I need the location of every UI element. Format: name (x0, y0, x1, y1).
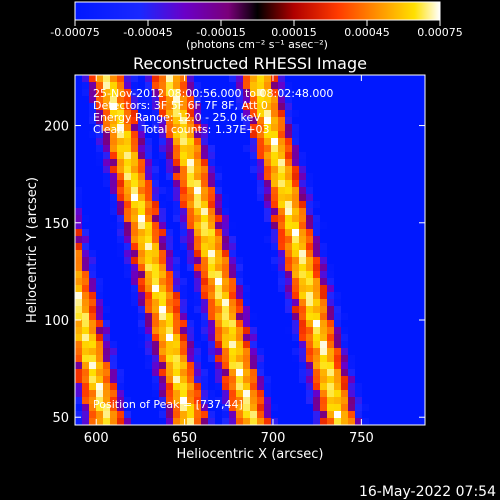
y-tick-label: 150 (44, 217, 69, 232)
footer-timestamp: 16-May-2022 07:54 (359, 484, 496, 500)
peak-position-text: Position of Peak = [737,44] (93, 398, 243, 411)
colorbar-units: (photons cm⁻² s⁻¹ asec⁻²) (186, 38, 328, 51)
chart-title: Reconstructed RHESSI Image (133, 54, 367, 73)
y-tick-label: 200 (44, 120, 69, 135)
plot-frame (74, 74, 426, 426)
colorbar-tick-label: 0.00015 (271, 26, 317, 39)
y-tick-label: 50 (52, 411, 69, 426)
x-axis-label: Heliocentric X (arcsec) (177, 447, 324, 462)
colorbar-tick-label: 0.00075 (417, 26, 463, 39)
x-tick-label: 750 (349, 431, 374, 446)
axis-ticks: 600 650 700 750 50 100 150 200 (44, 75, 425, 446)
colorbar (74, 1, 441, 21)
energy-range-text: Energy Range: 12.0 - 25.0 keV (93, 111, 261, 124)
y-tick-label: 100 (44, 314, 69, 329)
colorbar-tick-label: -0.00075 (50, 26, 99, 39)
colorbar-tick-label: 0.00045 (344, 26, 390, 39)
y-axis-label: Heliocentric Y (arcsec) (25, 177, 40, 323)
heatmap-image (75, 75, 425, 425)
colorbar-ticks: -0.00075 -0.00045 -0.00015 0.00015 0.00045 0.… (50, 20, 463, 39)
clean-counts-text: Clean Total counts: 1.37E+03 (93, 123, 270, 136)
colorbar-tick-label: -0.00045 (123, 26, 172, 39)
x-tick-label: 650 (172, 431, 197, 446)
x-tick-label: 600 (84, 431, 109, 446)
colorbar-tick-label: -0.00015 (196, 26, 245, 39)
x-tick-label: 700 (261, 431, 286, 446)
detectors-text: Detectors: 3F 5F 6F 7F 8F, Att 0 (93, 99, 268, 112)
time-range-text: 25-Nov-2012 08:00:56.000 to 08:02:48.000 (93, 87, 333, 100)
